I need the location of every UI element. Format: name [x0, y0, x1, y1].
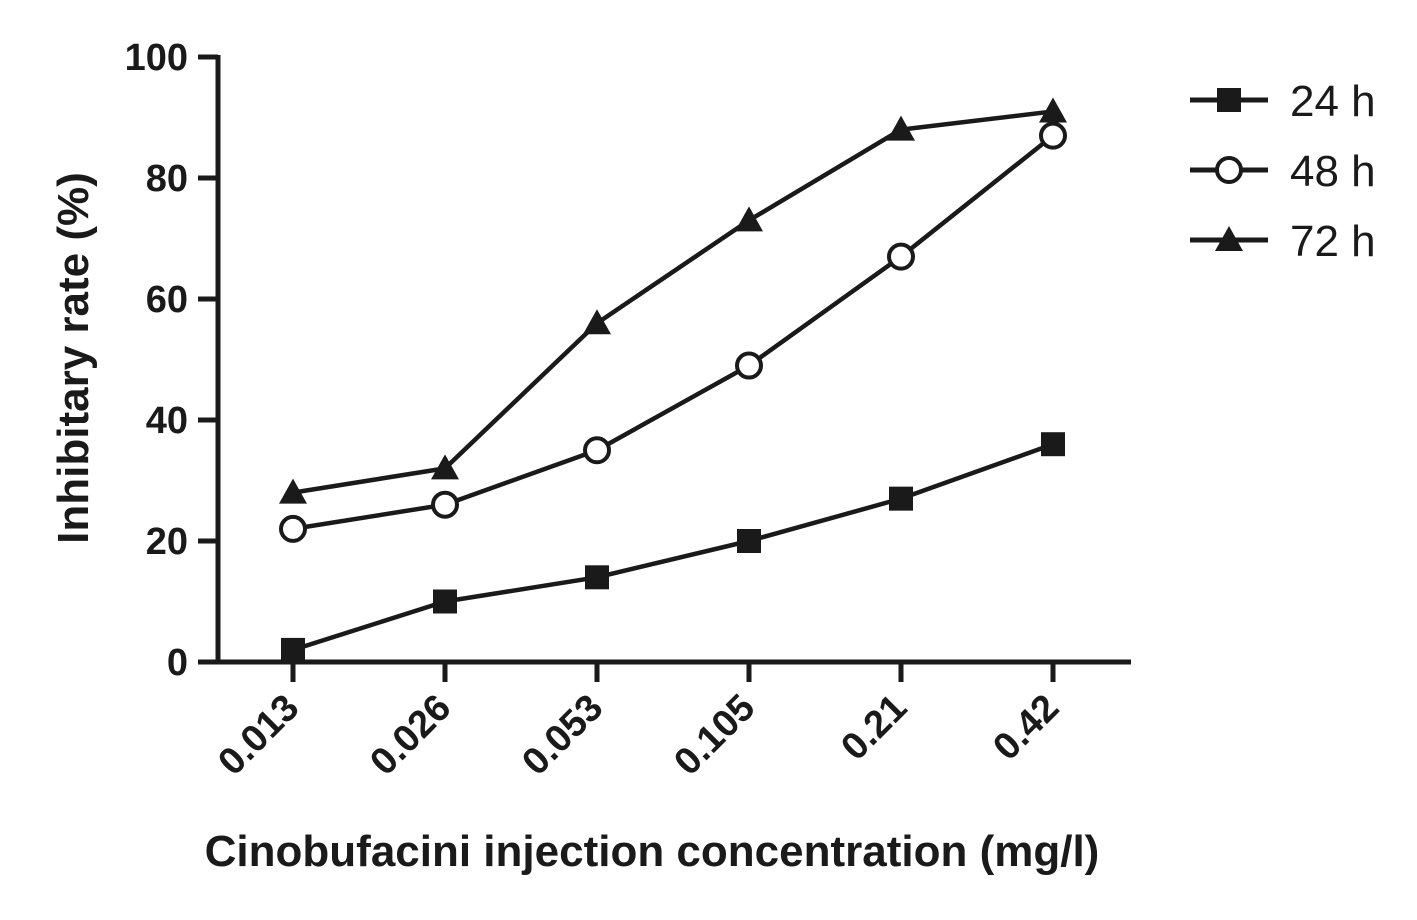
legend-item-24h: 24 h [1190, 77, 1376, 126]
y-tick-label: 20 [146, 521, 188, 563]
data-point-24h [889, 486, 913, 511]
series-24h [281, 432, 1065, 662]
data-point-72h [887, 115, 915, 141]
legend: 24 h 48 h 72 h [1190, 77, 1376, 266]
data-point-24h [585, 565, 609, 590]
axes [198, 55, 1131, 665]
data-point-24h [737, 529, 761, 553]
legend-label: 24 h [1290, 77, 1376, 126]
data-point-72h [735, 206, 763, 232]
data-point-48h [735, 351, 763, 380]
data-point-72h [279, 478, 307, 504]
x-ticks: 0.013 0.026 0.053 0.105 0.21 0.42 [210, 662, 1067, 784]
y-tick-label: 0 [167, 642, 188, 684]
series-72h [279, 97, 1067, 504]
y-ticks: 0 20 40 60 80 100 [125, 37, 218, 684]
data-point-72h [431, 454, 459, 480]
x-tick-label: 0.053 [514, 687, 611, 784]
legend-item-48h: 48 h [1190, 147, 1376, 196]
data-point-48h [279, 514, 307, 543]
data-point-48h [431, 490, 459, 519]
x-tick-label: 0.013 [210, 687, 307, 784]
x-tick-label: 0.21 [833, 687, 915, 769]
legend-marker [1215, 156, 1243, 184]
y-tick-label: 100 [125, 37, 188, 79]
data-point-72h [1039, 97, 1067, 123]
series-line-48h [292, 133, 1055, 532]
legend-item-72h: 72 h [1190, 217, 1376, 266]
legend-marker [1215, 226, 1243, 251]
series-line-72h [292, 109, 1054, 495]
y-axis-title: Inhibitary rate (%) [49, 172, 98, 544]
data-point-48h [887, 242, 915, 271]
x-tick-label: 0.42 [985, 687, 1067, 769]
series-line-24h [292, 442, 1054, 653]
series-layer [279, 97, 1067, 662]
data-point-24h [281, 637, 305, 662]
legend-label: 48 h [1290, 147, 1376, 196]
data-point-24h [433, 589, 457, 614]
series-48h [279, 121, 1067, 543]
data-point-24h [1041, 432, 1065, 457]
x-axis-title: Cinobufacini injection concentration (mg… [205, 827, 1100, 876]
data-point-72h [583, 309, 611, 335]
y-tick-label: 40 [146, 400, 188, 442]
y-tick-label: 80 [146, 158, 188, 200]
x-tick-label: 0.105 [666, 687, 763, 784]
data-point-48h [583, 436, 611, 465]
data-point-48h [1039, 121, 1067, 150]
x-tick-label: 0.026 [362, 687, 459, 784]
y-tick-label: 60 [146, 279, 188, 321]
legend-marker [1217, 88, 1241, 112]
legend-label: 72 h [1290, 217, 1376, 266]
